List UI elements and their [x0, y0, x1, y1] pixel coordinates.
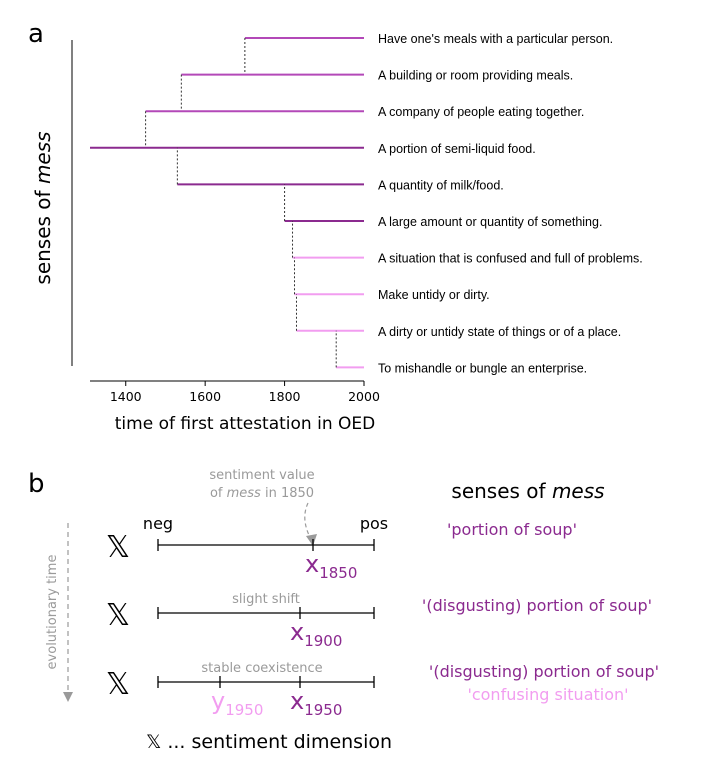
panel-b-title: senses of mess	[451, 479, 604, 503]
marker-x-1850: x1850	[305, 550, 357, 582]
panel-b: b senses of mess evolutionary time neg p…	[28, 468, 659, 753]
axis-pos-label: pos	[360, 514, 388, 533]
time-arrowhead-icon	[63, 692, 73, 702]
sense-label: A large amount or quantity of something.	[378, 215, 602, 229]
sense-label: A company of people eating together.	[378, 105, 584, 119]
row-1850: 𝕏 x1850 'portion of soup'	[106, 520, 577, 582]
row-1900: slight shift 𝕏 x1900 '(disgusting) porti…	[106, 592, 652, 650]
sense-label: Have one's meals with a particular perso…	[378, 32, 613, 46]
sentiment-dimension-icon: 𝕏	[106, 598, 130, 633]
marker-x-1900: x1900	[290, 618, 342, 650]
row-note-slight-shift: slight shift	[232, 592, 300, 607]
x-axis-ticks: 1400 1600 1800 2000	[110, 381, 380, 404]
sense-disgusting-portion-of-soup: '(disgusting) portion of soup'	[429, 662, 659, 681]
x-axis-label: time of first attestation in OED	[115, 414, 375, 434]
sense-label: A portion of semi-liquid food.	[378, 142, 536, 156]
sentiment-dimension-legend: 𝕏 ... sentiment dimension	[146, 731, 392, 753]
panel-a-label: a	[28, 19, 44, 49]
evolutionary-time-label: evolutionary time	[45, 555, 60, 670]
sense-label: To mishandle or bungle an enterprise.	[378, 361, 587, 375]
sense-label: A dirty or untidy state of things or of …	[378, 325, 621, 339]
sentiment-dimension-icon: 𝕏	[106, 530, 130, 565]
axis-neg-label: neg	[143, 514, 173, 533]
sentiment-dimension-icon: 𝕏	[106, 667, 130, 702]
row-note-stable-coexistence: stable coexistence	[201, 661, 322, 676]
row-1950: stable coexistence 𝕏 y1950 x1950 '(disgu…	[106, 661, 659, 719]
callout-line-1: sentiment value	[209, 468, 314, 483]
x-tick-label: 1800	[269, 389, 301, 404]
marker-y-1950: y1950	[211, 687, 263, 719]
sense-portion-of-soup: 'portion of soup'	[447, 520, 577, 539]
callout-line-2: of mess in 1850	[210, 486, 314, 501]
x-tick-label: 1600	[189, 389, 221, 404]
marker-x-1950: x1950	[290, 687, 342, 719]
x-tick-label: 2000	[348, 389, 380, 404]
panel-b-label: b	[28, 469, 45, 499]
sense-label: A situation that is confused and full of…	[378, 252, 643, 266]
x-tick-label: 1400	[110, 389, 142, 404]
sense-label: A building or room providing meals.	[378, 69, 573, 83]
y-axis-label: senses of mess	[31, 131, 55, 284]
callout-arrowhead-icon	[306, 534, 317, 546]
sense-disgusting-portion-of-soup: '(disgusting) portion of soup'	[422, 596, 652, 615]
panel-a: a senses of mess Have one's meals with a…	[28, 19, 643, 434]
sense-label: A quantity of milk/food.	[378, 178, 504, 192]
sense-confusing-situation: 'confusing situation'	[467, 685, 628, 704]
sense-labels: Have one's meals with a particular perso…	[378, 32, 643, 375]
sense-label: Make untidy or dirty.	[378, 288, 490, 302]
dendrogram-branches	[90, 37, 364, 369]
